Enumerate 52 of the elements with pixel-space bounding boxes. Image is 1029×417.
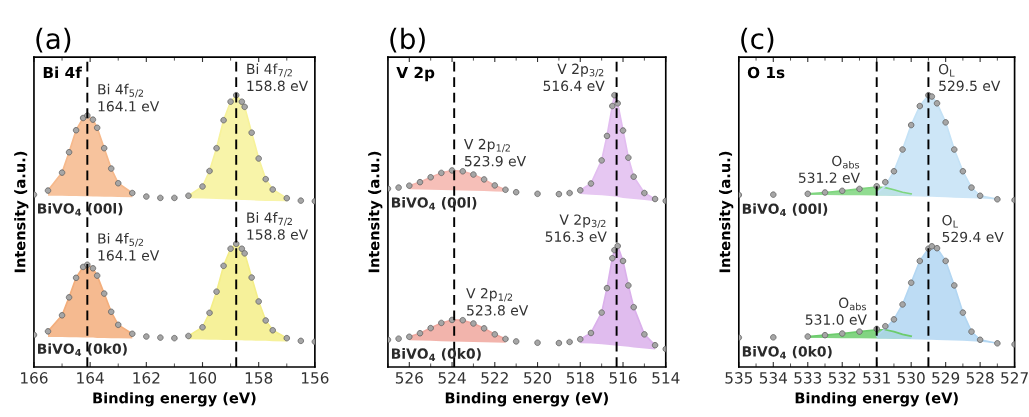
x-tick-label: 516 (609, 372, 637, 384)
series-label: BiVO$_{4}$ (0k0) (391, 348, 481, 361)
chart-title: (b) (390, 27, 425, 53)
x-tick-label: 529 (932, 372, 960, 384)
x-tick-label: 166 (21, 372, 48, 384)
x-tick-label: 527 (1001, 372, 1028, 384)
series-label: BiVO$_{4}$ (00l) (38, 202, 123, 216)
annotation: O$_{abs}$ 531.0 eV (805, 297, 867, 325)
x-tick-label: 531 (863, 372, 890, 384)
annotation: Bi 4f$_{5/2}$ 164.1 eV (98, 83, 160, 112)
chart-subtitle: V 2p (396, 66, 435, 82)
x-tick-label: 162 (133, 372, 160, 384)
x-tick-label: 522 (481, 372, 508, 384)
series-label: BiVO$_{4}$ (0k0) (38, 343, 127, 357)
annotation: Bi 4f$_{7/2}$ 158.8 eV (247, 63, 309, 92)
x-tick-label: 524 (438, 372, 466, 384)
x-tick-label: 533 (794, 372, 822, 384)
annotation: Bi 4f$_{5/2}$ 164.1 eV (98, 233, 160, 261)
x-tick-label: 534 (759, 372, 788, 384)
y-axis-title: Intensity (a.u.) (719, 151, 734, 273)
annotation: V 2p$_{1/2}$ 523.9 eV (464, 138, 527, 167)
x-tick-label: 528 (966, 372, 994, 384)
x-tick-label: 532 (828, 372, 856, 384)
annotation: O$_{L}$ 529.5 eV (938, 63, 1001, 92)
annotation: V 2p$_{3/2}$ 516.4 eV (543, 63, 605, 92)
chart-subtitle: O 1s (747, 66, 785, 79)
series-label: BiVO$_{4}$ (00l) (391, 197, 477, 210)
x-tick-label: 158 (245, 372, 273, 384)
chart-title: (a) (36, 27, 71, 53)
annotation: V 2p$_{3/2}$ 516.3 eV (545, 214, 607, 242)
x-axis-title: Binding energy (eV) (795, 392, 958, 407)
x-tick-label: 526 (395, 372, 423, 384)
annotation: O$_{abs}$ 531.2 eV (798, 155, 860, 183)
x-axis-title: Binding energy (eV) (445, 392, 608, 407)
x-tick-label: 514 (652, 372, 680, 384)
x-tick-label: 530 (897, 372, 925, 384)
annotation: O$_{L}$ 529.4 eV (942, 214, 1004, 243)
series-label: BiVO$_{4}$ (0k0) (742, 345, 832, 359)
x-tick-label: 156 (301, 372, 329, 384)
y-axis-title: Intensity (a.u.) (368, 151, 383, 273)
x-tick-label: 164 (77, 372, 104, 384)
x-tick-label: 518 (566, 372, 594, 384)
x-axis-title: Binding energy (eV) (93, 392, 256, 407)
series-label: BiVO$_{4}$ (00l) (742, 203, 828, 217)
x-tick-label: 535 (725, 372, 753, 384)
chart-title: (c) (741, 27, 774, 53)
annotation: V 2p$_{1/2}$ 523.8 eV (466, 288, 529, 316)
chart-subtitle: Bi 4f (43, 66, 82, 79)
x-tick-label: 160 (189, 372, 217, 384)
annotation: Bi 4f$_{7/2}$ 158.8 eV (247, 212, 309, 240)
y-axis-title: Intensity (a.u.) (14, 151, 29, 273)
x-tick-label: 520 (524, 372, 552, 384)
